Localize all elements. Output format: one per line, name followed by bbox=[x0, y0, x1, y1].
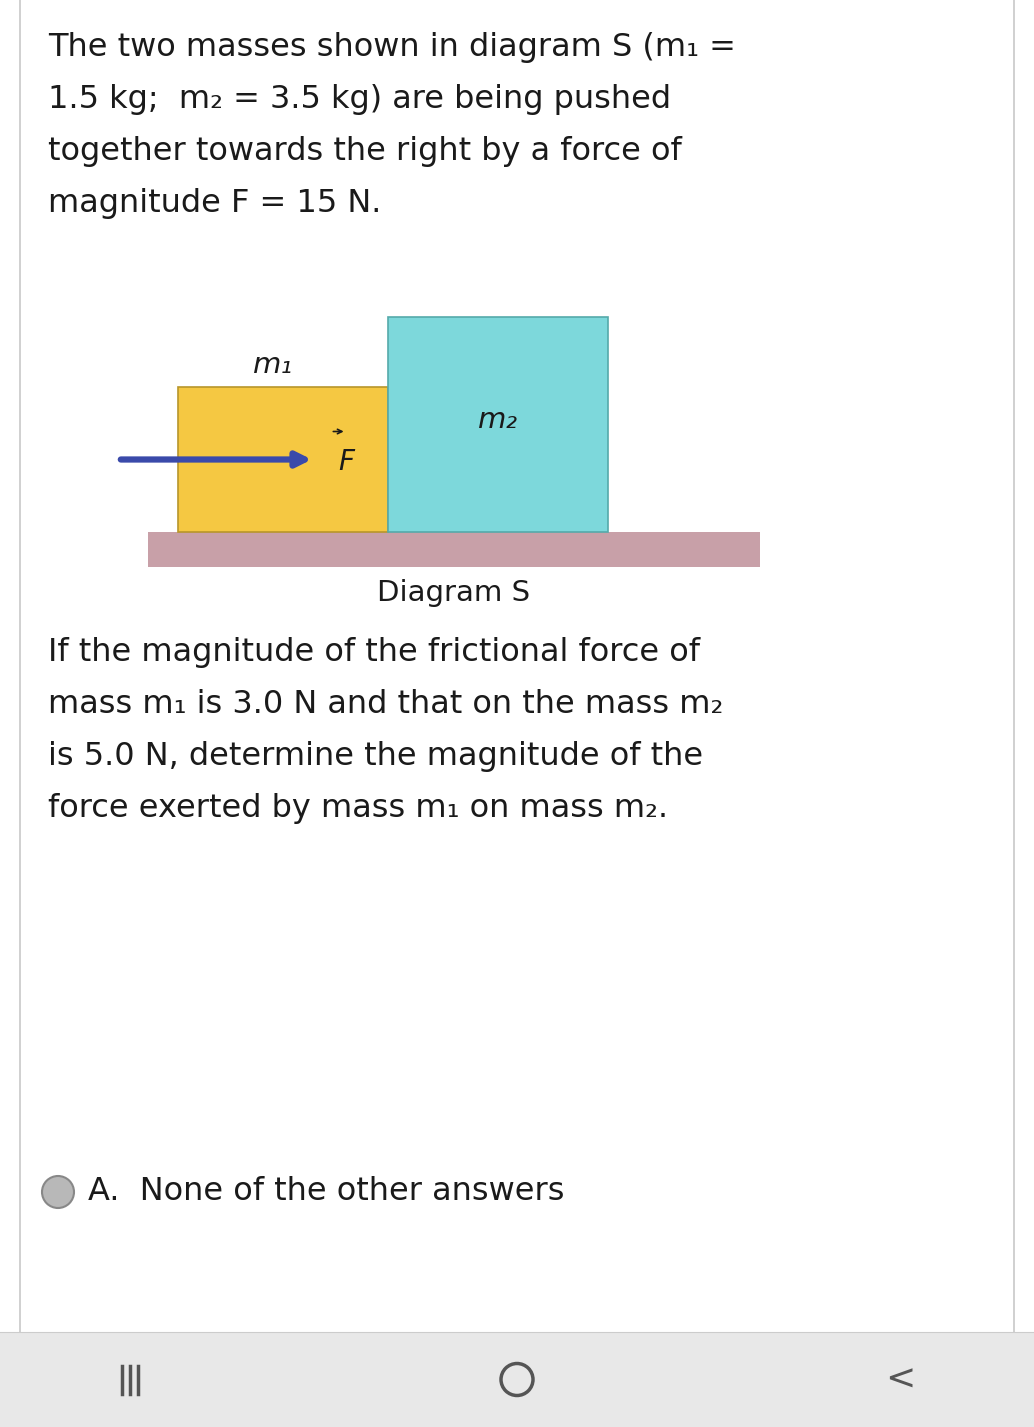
Bar bbox=[178, 387, 388, 532]
Text: F: F bbox=[338, 448, 355, 475]
Text: m₁: m₁ bbox=[252, 351, 293, 380]
Text: is 5.0 N, determine the magnitude of the: is 5.0 N, determine the magnitude of the bbox=[48, 741, 703, 772]
Text: together towards the right by a force of: together towards the right by a force of bbox=[48, 136, 681, 167]
Text: force exerted by mass m₁ on mass m₂.: force exerted by mass m₁ on mass m₂. bbox=[48, 793, 668, 823]
Text: 1.5 kg;  m₂ = 3.5 kg) are being pushed: 1.5 kg; m₂ = 3.5 kg) are being pushed bbox=[48, 84, 671, 116]
Bar bbox=[148, 532, 760, 567]
Text: <: < bbox=[885, 1363, 915, 1397]
Text: The two masses shown in diagram S (m₁ =: The two masses shown in diagram S (m₁ = bbox=[48, 31, 736, 63]
Text: A.  None of the other answers: A. None of the other answers bbox=[88, 1176, 565, 1207]
Bar bbox=[0, 1331, 1034, 1427]
Text: If the magnitude of the frictional force of: If the magnitude of the frictional force… bbox=[48, 636, 700, 668]
Text: mass m₁ is 3.0 N and that on the mass m₂: mass m₁ is 3.0 N and that on the mass m₂ bbox=[48, 689, 724, 721]
Text: magnitude F = 15 N.: magnitude F = 15 N. bbox=[48, 188, 382, 218]
Circle shape bbox=[42, 1176, 74, 1209]
Text: m₂: m₂ bbox=[478, 405, 518, 434]
Bar bbox=[388, 317, 608, 532]
Text: Diagram S: Diagram S bbox=[377, 579, 530, 606]
